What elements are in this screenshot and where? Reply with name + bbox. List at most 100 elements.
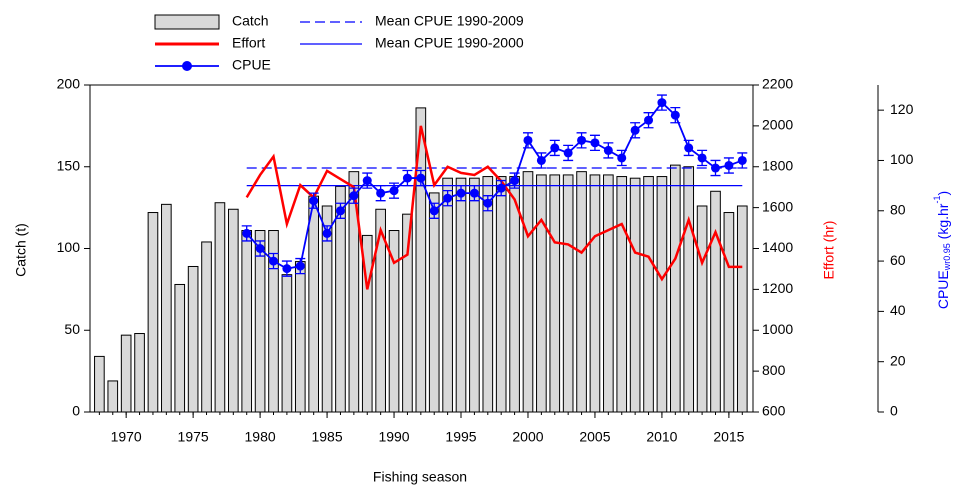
x-tick-label: 2010 bbox=[646, 429, 677, 445]
y-tick-label: 200 bbox=[57, 76, 81, 92]
cpue-point bbox=[590, 138, 600, 148]
cpue-point bbox=[617, 153, 627, 163]
y2-tick-label: 600 bbox=[762, 403, 786, 419]
bar bbox=[187, 265, 199, 413]
y3-tick-label: 60 bbox=[890, 252, 906, 268]
cpue-point bbox=[710, 163, 720, 173]
legend-marker bbox=[182, 61, 192, 71]
cpue-point bbox=[335, 206, 345, 216]
cpue-point bbox=[536, 155, 546, 165]
bar bbox=[710, 190, 721, 413]
bar bbox=[107, 380, 119, 413]
bar bbox=[455, 177, 467, 413]
bar bbox=[669, 164, 681, 413]
cpue-point bbox=[416, 173, 426, 183]
cpue-point bbox=[697, 153, 707, 163]
cpue-point bbox=[737, 155, 747, 165]
x-tick-label: 2005 bbox=[579, 429, 610, 445]
legend-label: CPUE bbox=[232, 57, 271, 73]
cpue-point bbox=[349, 191, 359, 201]
y2-tick-label: 1800 bbox=[762, 157, 793, 173]
cpue-point bbox=[630, 125, 640, 135]
y2-tick-label: 2000 bbox=[762, 117, 793, 133]
bar bbox=[214, 202, 226, 413]
cpue-point bbox=[282, 264, 292, 274]
bar bbox=[536, 174, 547, 413]
x-tick-label: 1970 bbox=[111, 429, 142, 445]
y2-tick-label: 1000 bbox=[762, 321, 793, 337]
y3-title-close: ) bbox=[935, 191, 951, 196]
bar bbox=[643, 176, 654, 413]
y3-tick-label: 40 bbox=[890, 302, 906, 318]
bar bbox=[696, 205, 708, 413]
cpue-point bbox=[255, 244, 265, 253]
y2-tick-label: 1200 bbox=[762, 280, 793, 296]
y2-tick-label: 2200 bbox=[762, 76, 793, 92]
cpue-point bbox=[483, 198, 493, 208]
bar bbox=[469, 177, 480, 413]
bar bbox=[335, 185, 346, 413]
y-axis-title: Catch (t) bbox=[13, 223, 29, 277]
cpue-point bbox=[563, 148, 573, 158]
cpue-point bbox=[644, 115, 654, 125]
cpue-point bbox=[523, 135, 533, 145]
cpue-point bbox=[684, 143, 694, 153]
cpue-point bbox=[268, 256, 278, 266]
y-tick-label: 50 bbox=[64, 321, 80, 337]
cpue-point bbox=[456, 188, 466, 198]
bar bbox=[629, 177, 641, 413]
x-tick-label: 2015 bbox=[713, 429, 744, 445]
y3-title-sub: wr0.95 bbox=[942, 243, 952, 271]
cpue-point bbox=[496, 183, 506, 193]
bar bbox=[522, 171, 534, 413]
y3-title-sup: -1 bbox=[932, 196, 942, 204]
bar bbox=[656, 176, 668, 413]
x-axis-title: Fishing season bbox=[373, 469, 467, 485]
bar bbox=[576, 171, 587, 413]
bar bbox=[308, 195, 320, 413]
bar bbox=[482, 176, 494, 413]
cpue-point bbox=[322, 228, 332, 238]
bar bbox=[147, 212, 159, 413]
y2-tick-label: 800 bbox=[762, 362, 786, 378]
bar bbox=[227, 208, 239, 413]
x-tick-label: 1975 bbox=[178, 429, 209, 445]
bar bbox=[683, 166, 695, 413]
cpue-point bbox=[603, 145, 613, 155]
bar bbox=[294, 261, 306, 413]
y-tick-label: 100 bbox=[57, 239, 81, 255]
x-tick-label: 1990 bbox=[378, 429, 409, 445]
cpue-point bbox=[295, 261, 305, 271]
cpue-point bbox=[670, 110, 680, 120]
bar bbox=[174, 283, 186, 413]
bar bbox=[562, 174, 574, 413]
cpue-point bbox=[469, 188, 479, 198]
bar bbox=[281, 274, 293, 413]
bar bbox=[589, 174, 601, 413]
legend-label: Mean CPUE 1990-2009 bbox=[375, 13, 524, 29]
bar bbox=[442, 177, 453, 413]
cpue-point bbox=[443, 193, 453, 203]
y2-tick-label: 1600 bbox=[762, 198, 793, 214]
y3-title-main: CPUE bbox=[935, 270, 951, 309]
y2-axis-title: Effort (hr) bbox=[821, 221, 837, 280]
bar bbox=[616, 176, 628, 413]
bar bbox=[549, 174, 561, 413]
effort-line bbox=[245, 125, 743, 290]
legend-swatch bbox=[154, 14, 220, 30]
cpue-point bbox=[724, 160, 734, 170]
y3-axis-title: CPUEwr0.95 (kg.hr-1) bbox=[932, 191, 952, 309]
cpue-point bbox=[389, 186, 399, 196]
y3-title-unit: (kg.hr bbox=[935, 203, 951, 243]
cpue-point bbox=[657, 98, 667, 108]
bar bbox=[94, 355, 105, 413]
y-tick-label: 150 bbox=[57, 157, 81, 173]
cpue-point bbox=[362, 176, 372, 186]
cpue-point bbox=[550, 143, 560, 153]
bar bbox=[254, 230, 266, 413]
y-tick-label: 0 bbox=[72, 403, 80, 419]
x-tick-label: 1980 bbox=[245, 429, 276, 445]
y3-tick-label: 20 bbox=[890, 352, 906, 368]
bar bbox=[723, 212, 735, 413]
bar bbox=[736, 205, 748, 413]
